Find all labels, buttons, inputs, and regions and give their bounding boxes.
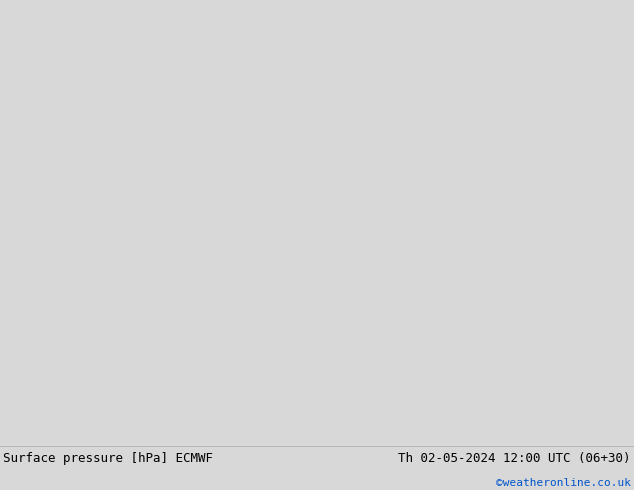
Text: ©weatheronline.co.uk: ©weatheronline.co.uk: [496, 478, 631, 488]
Text: Surface pressure [hPa] ECMWF: Surface pressure [hPa] ECMWF: [3, 452, 213, 465]
Text: Th 02-05-2024 12:00 UTC (06+30): Th 02-05-2024 12:00 UTC (06+30): [398, 452, 631, 465]
